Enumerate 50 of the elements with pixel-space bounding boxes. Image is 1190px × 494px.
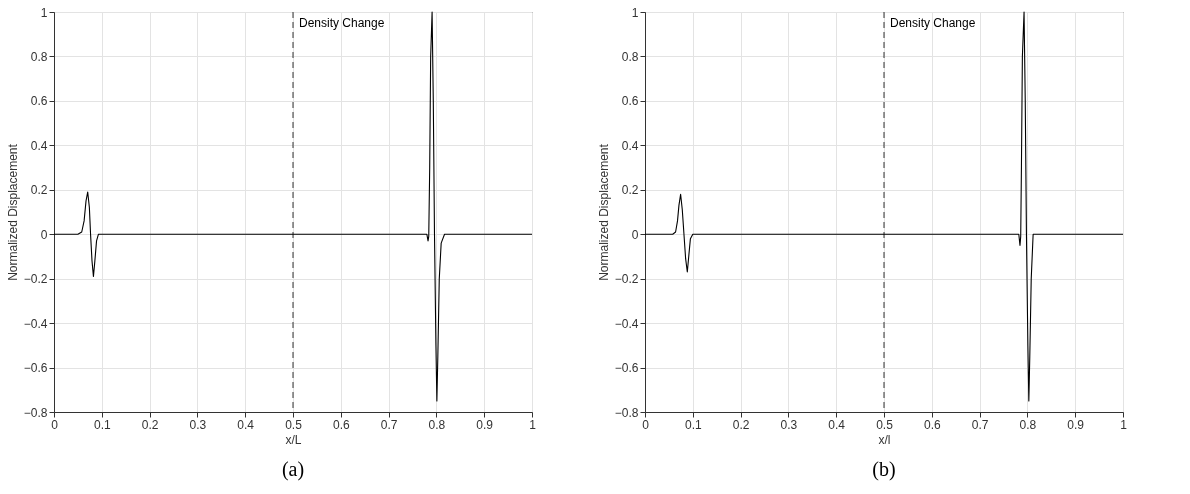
y-tick-label: −0.6 [23, 361, 48, 376]
text: (a) [281, 458, 305, 481]
x-tick-label: 0.5 [285, 417, 303, 432]
x-tick-label: 0.2 [141, 417, 159, 432]
y-tick-label: −0.8 [614, 405, 639, 420]
x-tick-label: 0.1 [684, 417, 702, 432]
x-tick-label: 0.8 [1019, 417, 1037, 432]
y-tick-label: −0.2 [614, 272, 639, 287]
x-tick-label: 0.1 [93, 417, 111, 432]
y-tick-label: 1 [40, 5, 48, 20]
y-tick-label: −0.2 [23, 272, 48, 287]
y-tick-label: 0.6 [621, 94, 639, 109]
x-tick-label: 0 [51, 417, 59, 432]
y-tick-label: 0.2 [30, 183, 48, 198]
x-tick-label: 0.4 [237, 417, 255, 432]
x-tick-label: 0.8 [428, 417, 446, 432]
x-tick-label: 0.7 [971, 417, 989, 432]
x-axis-title: x/L [285, 432, 302, 447]
y-tick-label: −0.6 [614, 361, 639, 376]
y-tick-label: 0.2 [621, 183, 639, 198]
x-axis-title: x/l [878, 432, 891, 447]
text: (b) [872, 458, 896, 481]
x-tick-label: 1 [1120, 417, 1128, 432]
y-tick-label: 0 [40, 227, 48, 242]
y-tick-label: −0.4 [23, 316, 48, 331]
y-tick-label: 1 [631, 5, 639, 20]
y-tick-label: 0.8 [621, 49, 639, 64]
x-tick-label: 0.2 [732, 417, 750, 432]
x-tick-label: 0.6 [923, 417, 941, 432]
x-tick-label: 1 [529, 417, 537, 432]
y-axis-title: Normalized Displacement [596, 143, 611, 281]
x-tick-label: 0.3 [189, 417, 207, 432]
x-tick-label: 0 [642, 417, 650, 432]
x-tick-label: 0.9 [476, 417, 494, 432]
ref-line-label: Density Change [890, 16, 976, 30]
x-tick-label: 0.7 [380, 417, 398, 432]
x-tick-label: 0.3 [780, 417, 798, 432]
y-axis-title: Normalized Displacement [5, 143, 20, 281]
y-tick-label: 0.4 [30, 138, 48, 153]
x-tick-label: 0.5 [876, 417, 894, 432]
y-tick-label: 0 [631, 227, 639, 242]
x-tick-label: 0.9 [1067, 417, 1085, 432]
y-tick-label: 0.8 [30, 49, 48, 64]
ref-line-label: Density Change [299, 16, 385, 30]
y-tick-label: −0.4 [614, 316, 639, 331]
y-tick-label: 0.6 [30, 94, 48, 109]
x-tick-label: 0.4 [828, 417, 846, 432]
y-tick-label: −0.8 [23, 405, 48, 420]
x-tick-label: 0.6 [332, 417, 350, 432]
y-tick-label: 0.4 [621, 138, 639, 153]
